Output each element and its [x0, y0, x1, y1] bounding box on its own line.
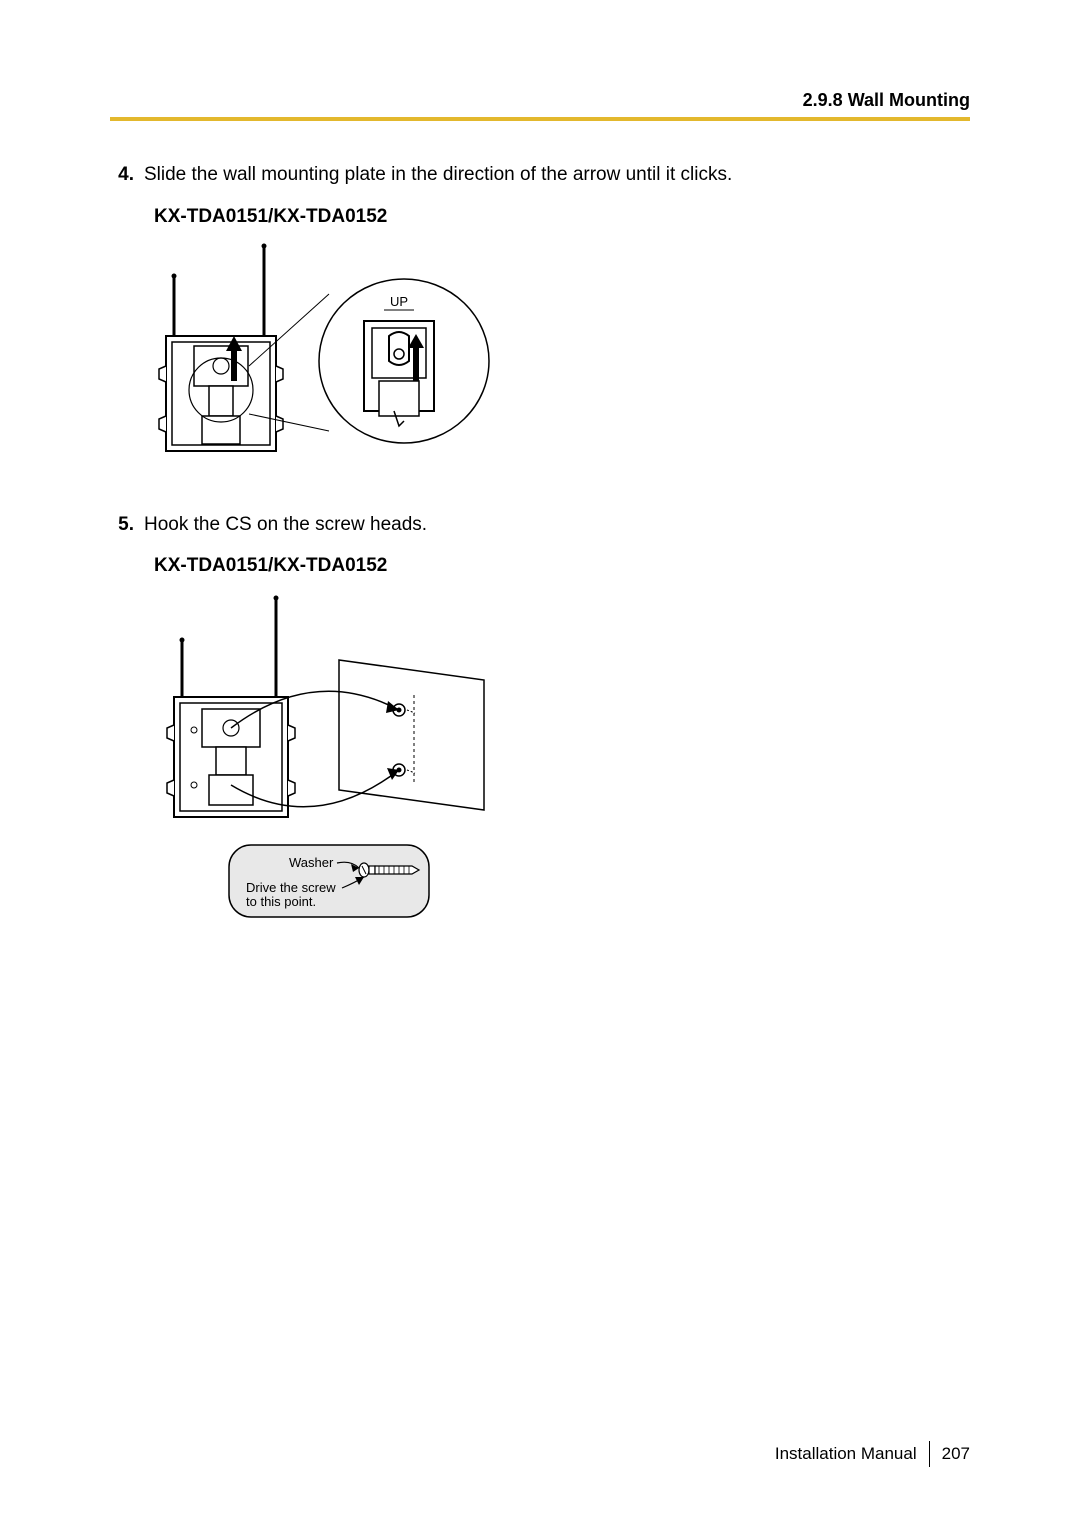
- step-5: 5. Hook the CS on the screw heads.: [110, 511, 970, 540]
- up-label: UP: [390, 294, 408, 309]
- model-label-1: KX-TDA0151/KX-TDA0152: [154, 206, 970, 228]
- step-text: Hook the CS on the screw heads.: [144, 511, 970, 540]
- accent-bar: [110, 117, 970, 121]
- wall-plate: [339, 660, 484, 810]
- page-footer: Installation Manual 207: [775, 1441, 970, 1467]
- footer-divider: [929, 1441, 930, 1467]
- diagram-hook-cs: Washer Drive the screw to this point.: [154, 585, 514, 930]
- drive-label-1: Drive the screw: [246, 880, 336, 895]
- zoom-detail: UP: [319, 279, 489, 443]
- device-left: [159, 243, 283, 451]
- step-4: 4. Slide the wall mounting plate in the …: [110, 161, 970, 190]
- diagram-slide-plate: UP: [154, 236, 494, 471]
- model-label-2: KX-TDA0151/KX-TDA0152: [154, 555, 970, 577]
- figure-5: Washer Drive the screw to this point.: [154, 585, 970, 930]
- step-number: 4.: [110, 161, 144, 190]
- step-text: Slide the wall mounting plate in the dir…: [144, 161, 970, 190]
- figure-4: UP: [154, 236, 970, 471]
- device: [167, 596, 295, 818]
- footer-page-number: 207: [942, 1444, 970, 1464]
- page: 2.9.8 Wall Mounting 4. Slide the wall mo…: [0, 0, 1080, 1527]
- drive-label-2: to this point.: [246, 894, 316, 909]
- footer-manual: Installation Manual: [775, 1444, 917, 1464]
- callout-box: Washer Drive the screw to this point.: [229, 845, 429, 917]
- step-number: 5.: [110, 511, 144, 540]
- washer-label: Washer: [289, 855, 334, 870]
- section-header: 2.9.8 Wall Mounting: [110, 90, 970, 111]
